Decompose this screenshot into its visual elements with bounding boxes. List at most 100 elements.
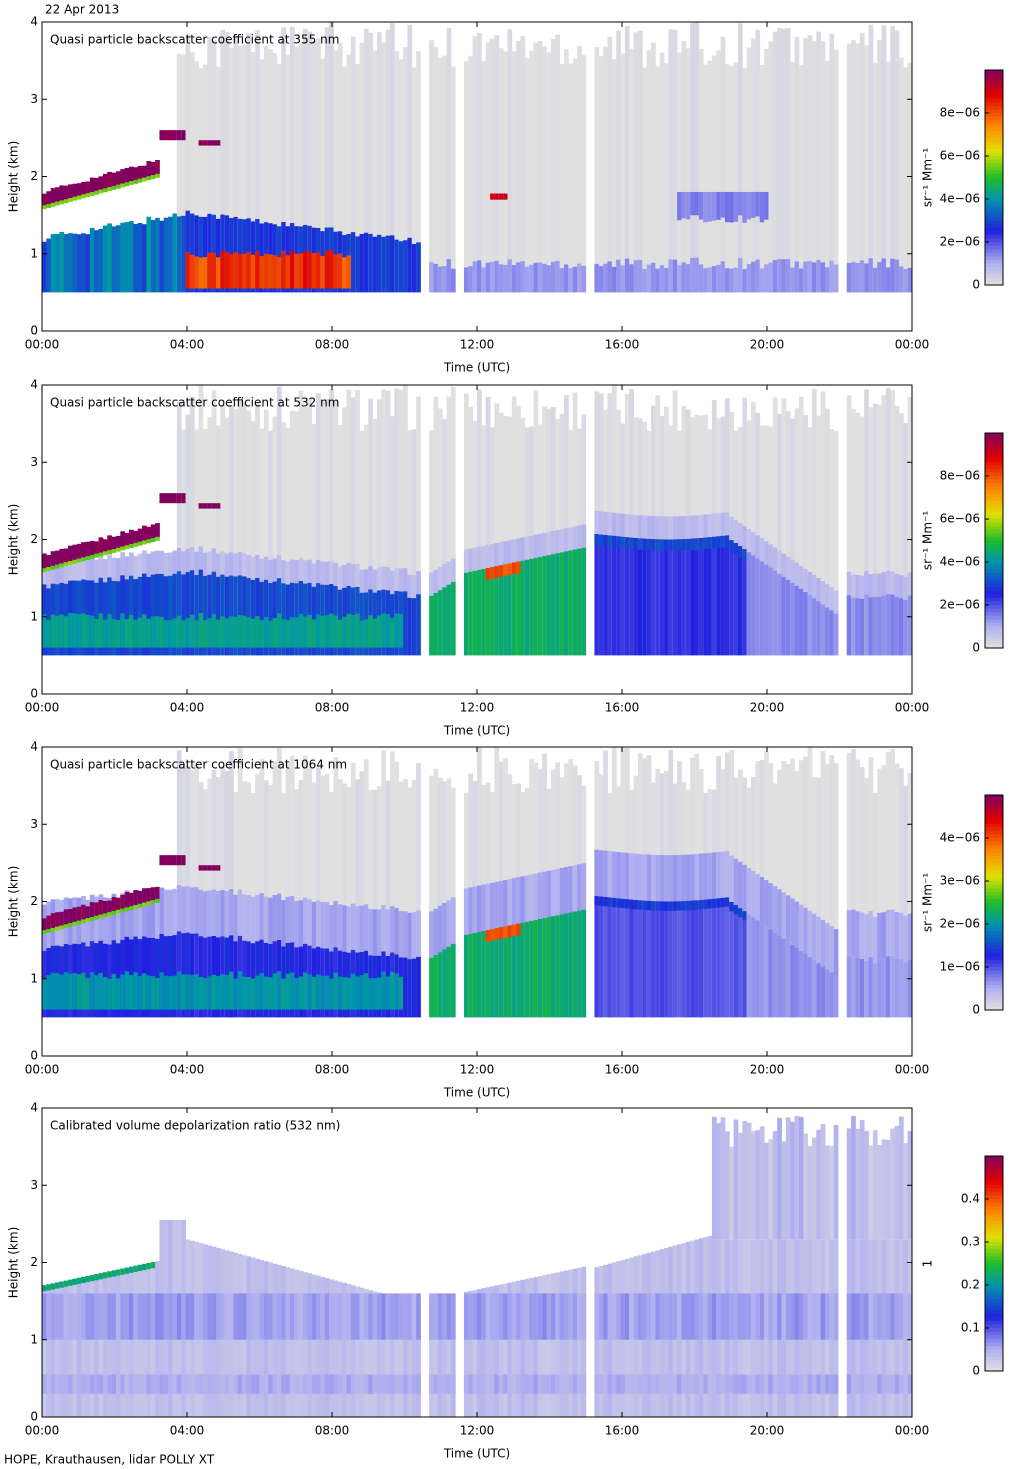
- colorbar-swatch: [985, 816, 1003, 821]
- heatmap-cell: [711, 898, 717, 1018]
- heatmap-cell: [324, 561, 330, 585]
- heatmap-cell: [324, 773, 330, 1018]
- colorbar-swatch: [985, 148, 1003, 153]
- heatmap-cell: [603, 896, 608, 1018]
- heatmap-cell: [50, 1374, 56, 1394]
- heatmap-cell: [694, 538, 700, 656]
- heatmap-cell: [137, 1374, 143, 1394]
- heatmap-cell: [729, 540, 735, 656]
- colorbar-swatch: [985, 941, 1003, 946]
- heatmap-cell: [303, 897, 308, 944]
- heatmap-cell: [263, 253, 269, 289]
- heatmap-cell: [411, 912, 417, 959]
- heatmap-cell: [494, 1374, 500, 1394]
- heatmap-cell: [907, 397, 913, 656]
- heatmap-cell: [55, 233, 60, 293]
- heatmap-cell: [429, 1293, 434, 1340]
- heatmap-cell: [416, 762, 421, 1018]
- heatmap-cell: [885, 956, 891, 1018]
- heatmap-cell: [102, 1272, 108, 1417]
- heatmap-cell: [846, 1128, 852, 1240]
- heatmap-cell: [820, 919, 826, 967]
- heatmap-cell: [785, 895, 791, 942]
- heatmap-cell: [359, 234, 365, 293]
- colorbar-swatch: [985, 956, 1003, 961]
- heatmap-cell: [890, 749, 895, 1018]
- heatmap-cell: [433, 46, 439, 293]
- colorbar-swatch: [985, 544, 1003, 549]
- heatmap-cell: [146, 975, 152, 1010]
- heatmap-cell: [603, 263, 608, 293]
- heatmap-cell: [107, 900, 112, 913]
- heatmap-cell: [568, 1269, 574, 1417]
- heatmap-cell: [794, 1374, 800, 1394]
- heatmap-cell: [142, 525, 147, 541]
- heatmap-cell: [568, 1293, 574, 1340]
- colorbar-swatch: [985, 80, 1003, 85]
- heatmap-cell: [720, 897, 726, 1018]
- heatmap-cell: [707, 899, 713, 909]
- heatmap-cell: [855, 957, 861, 1018]
- heatmap-cell: [537, 1276, 543, 1417]
- heatmap-cell: [94, 896, 99, 944]
- heatmap-cell: [664, 539, 669, 656]
- heatmap-cell: [903, 915, 909, 963]
- heatmap-cell: [472, 1293, 478, 1340]
- heatmap-cell: [738, 522, 743, 547]
- heatmap-cell: [564, 394, 569, 656]
- heatmap-cell: [376, 32, 382, 293]
- heatmap-cell: [524, 559, 530, 656]
- heatmap-cell: [485, 262, 491, 293]
- heatmap-cell: [707, 60, 713, 293]
- heatmap-cell: [594, 534, 600, 656]
- heatmap-cell: [89, 191, 95, 196]
- heatmap-cell: [490, 882, 495, 930]
- colorbar-swatch: [985, 238, 1003, 243]
- heatmap-cell: [550, 531, 556, 555]
- heatmap-cell: [85, 900, 91, 947]
- colorbar-swatch: [985, 931, 1003, 936]
- heatmap-cell: [790, 1293, 795, 1340]
- heatmap-cell: [672, 1293, 678, 1340]
- heatmap-cell: [111, 896, 117, 911]
- y-tick-label: 4: [30, 740, 38, 754]
- heatmap-cell: [198, 385, 204, 656]
- heatmap-cell: [372, 236, 378, 293]
- heatmap-cell: [785, 1374, 791, 1394]
- heatmap-cell: [542, 556, 547, 656]
- colorbar-swatch: [985, 927, 1003, 932]
- heatmap-cell: [107, 223, 112, 293]
- heatmap-cell: [677, 52, 682, 293]
- heatmap-cell: [881, 572, 887, 596]
- heatmap-cell: [59, 200, 65, 205]
- heatmap-cell: [372, 1291, 378, 1417]
- heatmap-cell: [268, 1293, 273, 1340]
- colorbar-swatch: [985, 988, 1003, 993]
- heatmap-cell: [581, 547, 587, 656]
- heatmap-cell: [303, 1293, 308, 1340]
- heatmap-cell: [133, 579, 139, 656]
- heatmap-cell: [311, 976, 317, 1010]
- heatmap-cell: [355, 976, 360, 1010]
- heatmap-cell: [285, 55, 291, 293]
- x-tick-label: 00:00: [895, 701, 930, 715]
- heatmap-cell: [68, 1293, 73, 1340]
- heatmap-cell: [94, 619, 99, 648]
- colorbar-swatch: [985, 191, 1003, 196]
- heatmap-cell: [646, 900, 652, 911]
- heatmap-cell: [511, 924, 517, 937]
- heatmap-cell: [629, 537, 634, 550]
- heatmap-cell: [42, 978, 47, 1010]
- heatmap-cell: [477, 931, 482, 1018]
- heatmap-cell: [807, 571, 813, 596]
- heatmap-cell: [685, 48, 691, 293]
- heatmap-cell: [168, 575, 173, 656]
- heatmap-cell: [477, 546, 482, 570]
- colorbar-tick-label: 0.1: [961, 1321, 980, 1335]
- heatmap-cell: [207, 140, 213, 146]
- heatmap-cell: [733, 858, 739, 906]
- heatmap-cell: [63, 924, 69, 929]
- heatmap-cell: [555, 868, 561, 916]
- colorbar-swatch: [985, 870, 1003, 875]
- heatmap-cell: [659, 855, 665, 902]
